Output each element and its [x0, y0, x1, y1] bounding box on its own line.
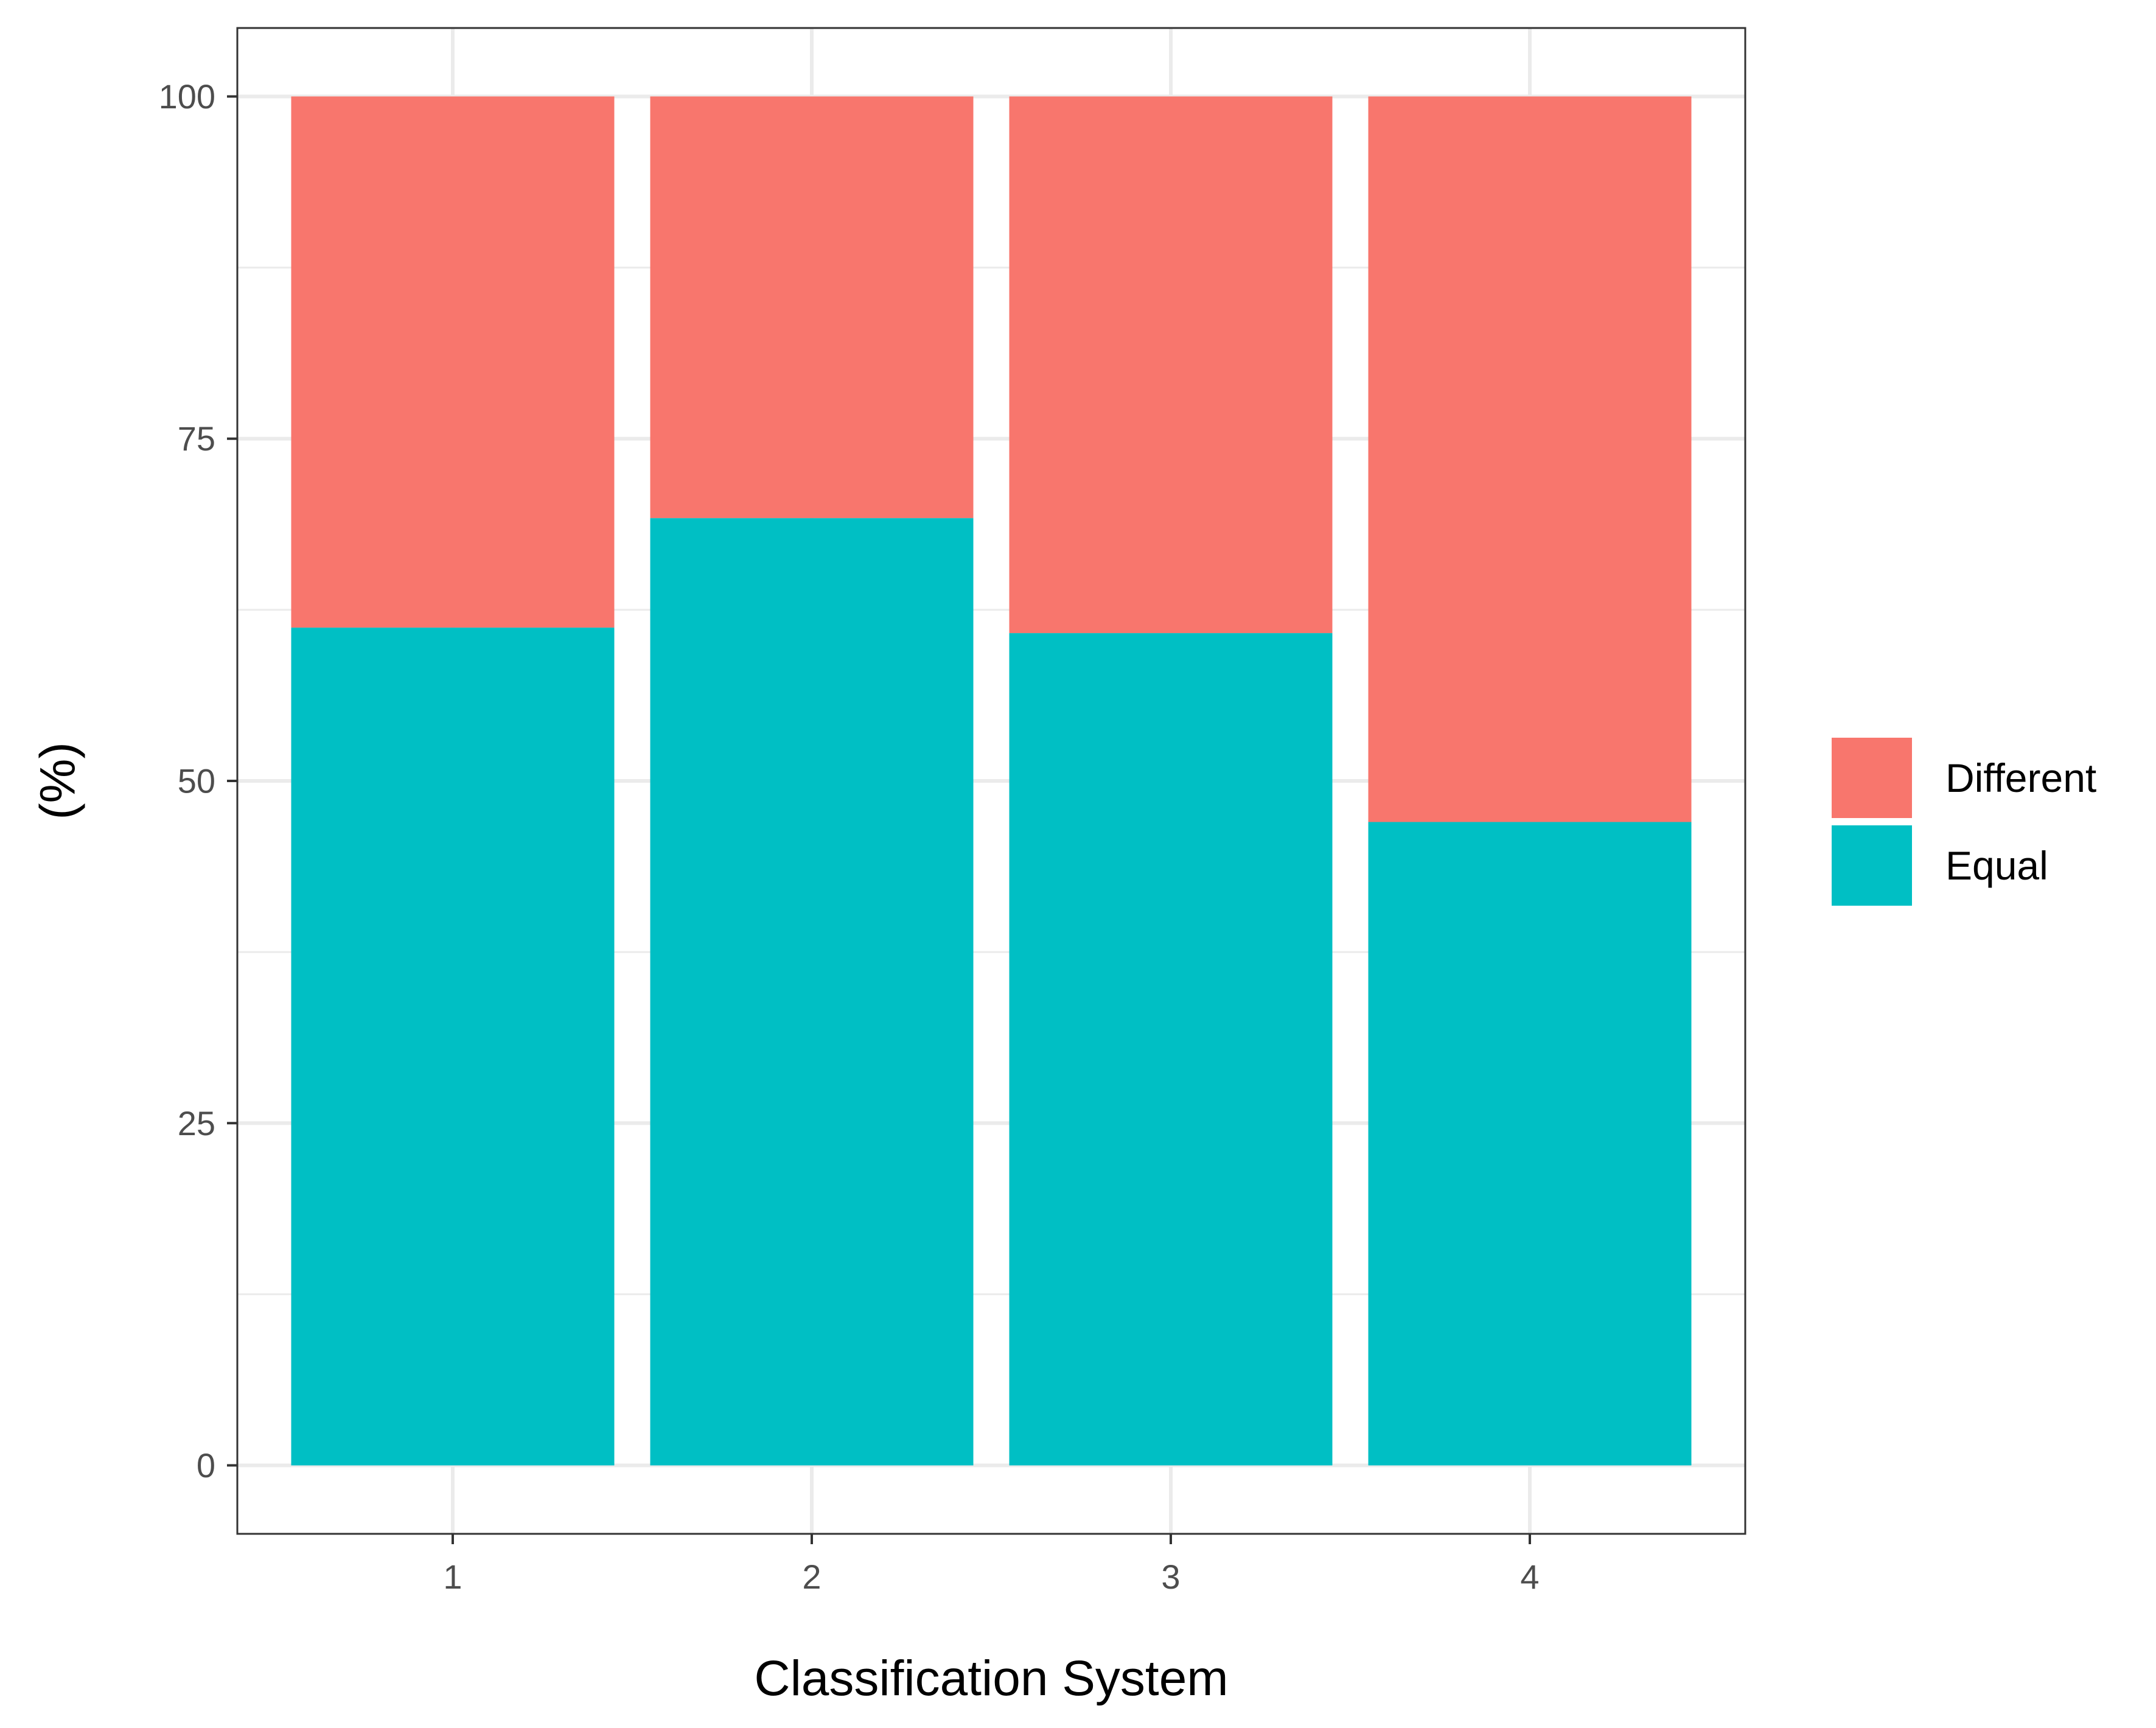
x-tick-label: 4 — [1520, 1558, 1539, 1596]
legend-key-equal — [1832, 825, 1912, 906]
bar-equal-4 — [1368, 822, 1692, 1466]
y-tick-label: 100 — [159, 77, 215, 116]
legend-label-different: Different — [1945, 755, 2096, 800]
x-tick-label: 3 — [1161, 1558, 1180, 1596]
legend-label-equal: Equal — [1945, 843, 2048, 888]
y-tick-label: 25 — [178, 1104, 215, 1142]
y-axis-title: (%) — [30, 742, 86, 820]
x-axis-title: Classification System — [754, 1651, 1228, 1706]
y-axis: 0 25 50 75 100 — [159, 77, 237, 1485]
bar-different-4 — [1368, 96, 1692, 822]
bar-different-3 — [1009, 96, 1333, 634]
bar-equal-1 — [291, 628, 615, 1466]
y-tick-label: 75 — [178, 419, 215, 458]
bars — [291, 96, 1692, 1466]
x-tick-label: 2 — [802, 1558, 821, 1596]
bar-equal-3 — [1009, 633, 1333, 1466]
bar-equal-2 — [650, 518, 974, 1466]
bar-different-2 — [650, 96, 974, 519]
x-tick-label: 1 — [443, 1558, 462, 1596]
legend: Different Equal — [1832, 738, 2096, 906]
y-tick-label: 50 — [178, 762, 215, 800]
x-axis: 1 2 3 4 — [443, 1534, 1540, 1596]
bar-different-1 — [291, 96, 615, 628]
y-tick-label: 0 — [197, 1446, 215, 1485]
legend-key-different — [1832, 738, 1912, 818]
